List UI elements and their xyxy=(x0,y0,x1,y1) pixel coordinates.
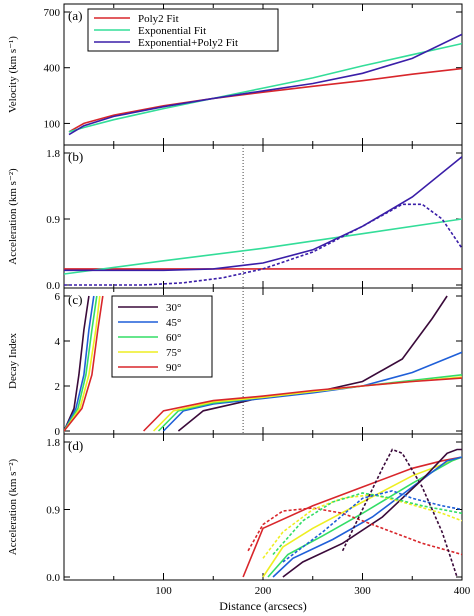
legend-label: 45° xyxy=(166,317,181,329)
y-tick-label: 0.9 xyxy=(46,214,60,226)
y-tick-label: 1.8 xyxy=(46,148,60,160)
series-line xyxy=(64,295,95,432)
series-line xyxy=(341,448,458,578)
y-tick-label: 4 xyxy=(55,336,61,348)
legend-label: 90° xyxy=(166,362,181,374)
series-line xyxy=(282,489,462,563)
series-line xyxy=(64,295,90,432)
panel-label: (d) xyxy=(68,438,83,453)
series-line xyxy=(143,377,462,432)
y-axis-label: Velocity (km s⁻¹) xyxy=(7,36,19,113)
y-tick-label: 700 xyxy=(44,7,61,19)
panel-label: (c) xyxy=(68,292,82,307)
y-tick-label: 0.9 xyxy=(46,505,60,517)
panel-label: (b) xyxy=(68,149,83,164)
y-tick-label: 2 xyxy=(55,381,61,393)
series-line xyxy=(64,156,462,272)
series-line xyxy=(64,295,98,432)
y-tick-label: 0 xyxy=(55,426,61,438)
series-line xyxy=(267,456,462,578)
y-tick-label: 1.8 xyxy=(46,437,60,449)
y-tick-label: 400 xyxy=(44,63,61,75)
y-tick-label: 0.0 xyxy=(46,572,60,584)
y-tick-label: 6 xyxy=(55,291,61,303)
series-line xyxy=(68,67,462,133)
y-axis-label: Acceleration (km s⁻²) xyxy=(7,168,19,265)
series-line xyxy=(272,456,462,578)
series-line xyxy=(64,295,101,432)
legend-label: Poly2 Fit xyxy=(138,13,179,25)
legend-label: 75° xyxy=(166,347,181,359)
x-tick-label: 100 xyxy=(155,585,172,597)
series-line xyxy=(262,493,462,559)
legend-label: Exponential Fit xyxy=(138,25,206,37)
series-line xyxy=(64,295,104,432)
legend-label: 30° xyxy=(166,302,181,314)
x-tick-label: 400 xyxy=(454,585,471,597)
x-axis-label: Distance (arcsecs) xyxy=(219,599,307,613)
series-line xyxy=(242,456,462,578)
legend-label: Exponential+Poly2 Fit xyxy=(138,37,238,49)
series-line xyxy=(272,492,462,556)
series-line xyxy=(64,218,462,275)
series-line xyxy=(68,33,462,136)
y-axis-label: Acceleration (km s⁻²) xyxy=(7,458,19,555)
y-axis-label: Decay Index xyxy=(7,333,19,389)
x-tick-label: 200 xyxy=(255,585,272,597)
series-line xyxy=(177,295,448,432)
y-tick-label: 0.0 xyxy=(46,280,60,292)
legend-label: 60° xyxy=(166,332,181,344)
y-tick-label: 100 xyxy=(44,118,61,130)
x-tick-label: 300 xyxy=(354,585,371,597)
series-line xyxy=(282,448,462,578)
series-line xyxy=(247,507,462,556)
panel-label: (a) xyxy=(68,8,82,23)
series-line xyxy=(162,351,462,432)
series-line xyxy=(64,203,462,286)
series-line xyxy=(68,42,462,133)
